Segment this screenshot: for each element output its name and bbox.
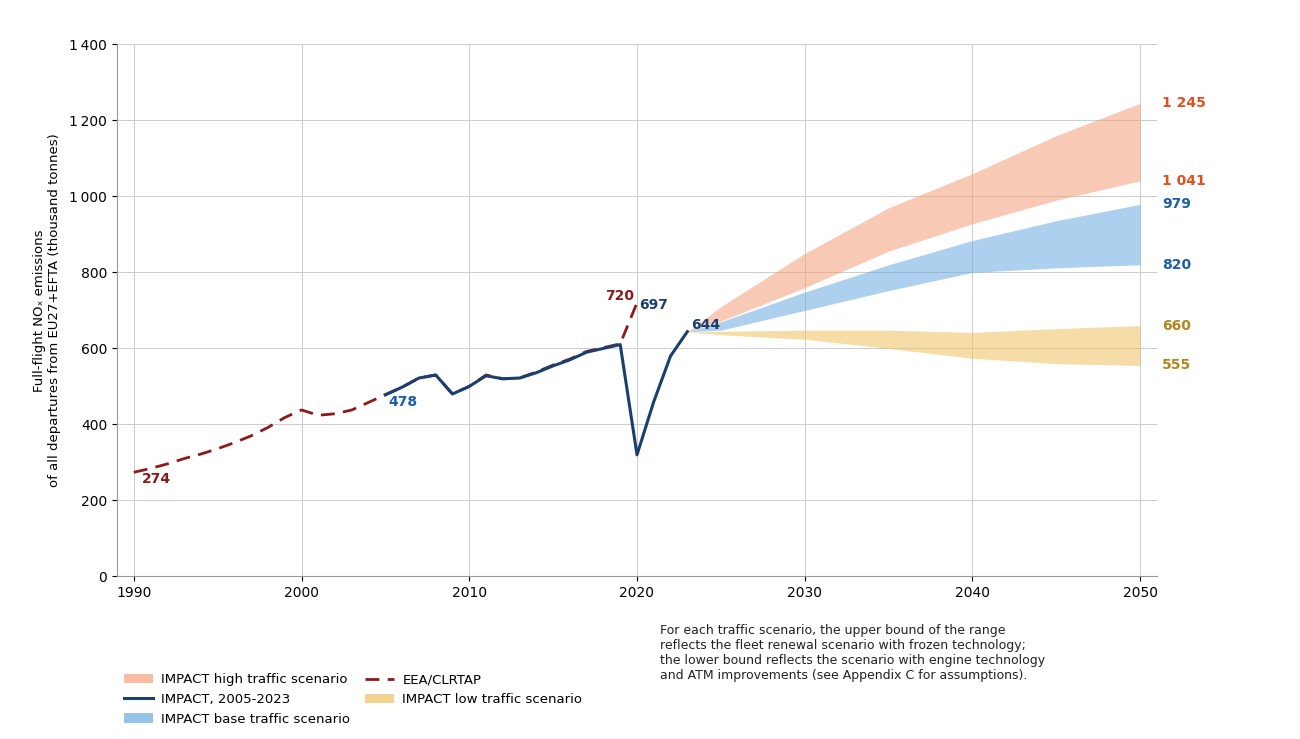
Text: 478: 478 bbox=[389, 395, 417, 409]
Text: 660: 660 bbox=[1162, 319, 1191, 333]
Text: 274: 274 bbox=[142, 472, 172, 486]
Text: 979: 979 bbox=[1162, 197, 1191, 211]
Legend: IMPACT high traffic scenario, IMPACT, 2005-2023, IMPACT base traffic scenario, E: IMPACT high traffic scenario, IMPACT, 20… bbox=[124, 673, 582, 726]
Text: 820: 820 bbox=[1162, 258, 1191, 272]
Text: For each traffic scenario, the upper bound of the range
reflects the fleet renew: For each traffic scenario, the upper bou… bbox=[660, 624, 1045, 682]
Text: 1 041: 1 041 bbox=[1162, 174, 1206, 188]
Text: 720: 720 bbox=[606, 289, 634, 303]
Text: 555: 555 bbox=[1162, 358, 1191, 372]
Text: 697: 697 bbox=[638, 298, 668, 312]
Text: 644: 644 bbox=[690, 318, 720, 332]
Y-axis label: Full-flight NOₓ emissions
of all departures from EU27+EFTA (thousand tonnes): Full-flight NOₓ emissions of all departu… bbox=[32, 134, 61, 487]
Text: 1 245: 1 245 bbox=[1162, 96, 1206, 110]
